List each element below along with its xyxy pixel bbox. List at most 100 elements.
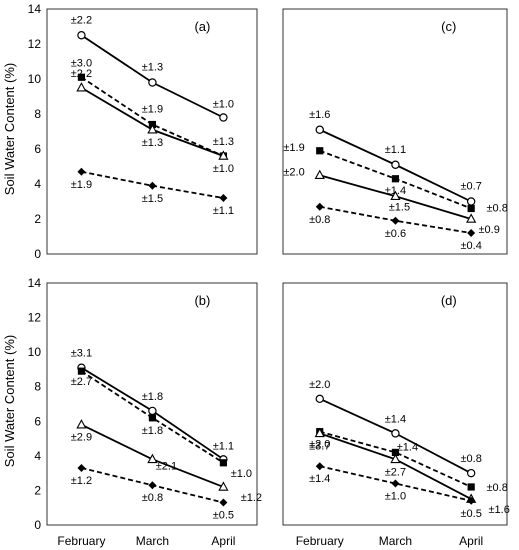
- error-label: ±2.0: [309, 379, 330, 391]
- data-point-triangle: [218, 481, 229, 491]
- panel-a: 0 2 4 6 8 10 12 14 (a) ±2.2 ±1.3 ±1.0 ±3.0 ±1.9 ±1.3 ±2…: [28, 2, 258, 261]
- error-label: ±1.3: [142, 62, 163, 74]
- plot-frame: [282, 8, 508, 255]
- y-tick-label: 0: [34, 518, 41, 532]
- error-label: ±0.5: [460, 508, 481, 520]
- data-point-diamond: [148, 181, 157, 190]
- series-line-square: [319, 430, 472, 488]
- y-tick-label: 8: [34, 107, 41, 121]
- y-tick-label: 2: [34, 212, 41, 226]
- error-label: ±0.8: [486, 482, 507, 494]
- data-point-circle: [219, 113, 228, 122]
- error-label: ±3.7: [309, 440, 330, 452]
- error-label: ±2.0: [283, 166, 304, 178]
- error-label: ±1.1: [385, 144, 406, 156]
- data-point-square: [316, 147, 324, 155]
- error-label: ±0.8: [486, 203, 507, 215]
- data-point-triangle: [466, 213, 477, 223]
- x-tick-label: March: [136, 534, 169, 548]
- error-label: ±0.8: [142, 492, 163, 504]
- error-label: ±2.2: [71, 68, 92, 80]
- data-point-triangle: [147, 453, 158, 464]
- data-point-square: [467, 483, 475, 491]
- error-label: ±1.1: [213, 440, 234, 452]
- error-label: ±1.0: [385, 491, 406, 503]
- error-label: ±1.6: [488, 504, 509, 516]
- x-tick-label: March: [379, 534, 412, 548]
- error-label: ±1.9: [283, 142, 304, 154]
- error-label: ±0.7: [460, 181, 481, 193]
- error-label: ±1.9: [71, 179, 92, 191]
- data-point-circle: [466, 468, 476, 478]
- error-label: ±3.0: [71, 57, 92, 69]
- y-tick-label: 4: [34, 449, 41, 463]
- error-label: ±0.5: [213, 510, 234, 522]
- plot-frame: [46, 8, 258, 255]
- panel-b: 0 2 4 6 8 10 12 14 February March April (b) ±3.1 ±1.8…: [28, 276, 262, 548]
- error-label: ±1.5: [142, 193, 163, 205]
- plot-frame: [282, 282, 508, 526]
- error-label: ±0.8: [309, 214, 330, 226]
- y-axis-label-bottom: Soil Water Content (%): [2, 335, 17, 467]
- error-label: ±0.4: [460, 240, 481, 252]
- data-point-triangle: [314, 169, 325, 179]
- data-point-diamond: [77, 167, 86, 176]
- data-point-triangle: [76, 419, 87, 429]
- error-label: ±0.9: [478, 224, 499, 236]
- data-point-diamond: [391, 479, 400, 488]
- error-label: ±3.1: [71, 348, 92, 360]
- panel-d: February March April (d) ±2.0 ±1.4 ±0.8 ±2.0 ±1.…: [282, 282, 510, 548]
- data-point-diamond: [219, 194, 228, 202]
- y-tick-label: 2: [34, 483, 41, 497]
- data-point-square: [467, 204, 475, 213]
- y-tick-label: 6: [34, 142, 41, 156]
- series-line-square: [80, 76, 224, 157]
- error-label: ±2.2: [71, 14, 92, 26]
- error-label: ±2.0: [309, 439, 330, 451]
- error-label: ±2.7: [385, 466, 406, 478]
- data-point-triangle: [314, 427, 325, 438]
- x-tick-label: April: [459, 534, 483, 548]
- panel-label: (d): [441, 293, 457, 308]
- data-point-triangle: [76, 82, 87, 92]
- data-point-triangle: [390, 453, 401, 464]
- y-tick-label: 12: [28, 311, 42, 325]
- x-tick-label: February: [57, 534, 105, 548]
- y-tick-label: 6: [34, 414, 41, 428]
- data-point-diamond: [391, 216, 400, 225]
- data-point-square: [391, 448, 400, 456]
- data-point-diamond: [77, 463, 86, 472]
- data-point-circle: [315, 125, 324, 134]
- panel-c: (c)±1.6±1.1±0.7±1.9±1.4±0.8±2.0±1.5±0.9±…: [282, 8, 508, 255]
- error-label: ±1.3: [213, 136, 234, 148]
- data-point-circle: [148, 78, 157, 87]
- error-label: ±1.0: [213, 163, 234, 175]
- data-point-diamond: [467, 229, 476, 237]
- data-point-circle: [466, 197, 476, 206]
- data-point-square: [219, 459, 227, 467]
- y-tick-label: 4: [34, 177, 41, 191]
- error-label: ±1.8: [142, 391, 163, 403]
- data-point-diamond: [315, 202, 324, 211]
- error-label: ±1.9: [142, 104, 163, 116]
- error-label: ±2.9: [71, 432, 92, 444]
- data-point-circle: [391, 429, 400, 438]
- data-point-circle: [148, 406, 157, 416]
- y-axis-label-top: Soil Water Content (%): [2, 63, 17, 195]
- error-label: ±1.2: [71, 475, 92, 487]
- panel-label: (b): [194, 293, 210, 308]
- data-point-square: [77, 73, 86, 81]
- data-point-diamond: [148, 481, 157, 490]
- data-point-triangle: [147, 124, 158, 134]
- error-label: ±1.0: [231, 468, 252, 480]
- error-label: ±1.4: [397, 441, 418, 453]
- x-tick-label: February: [296, 534, 344, 548]
- error-label: ±1.2: [241, 492, 262, 504]
- error-label: ±1.8: [142, 425, 163, 437]
- error-label: ±1.6: [309, 109, 330, 121]
- error-label: ±1.0: [213, 99, 234, 111]
- error-label: ±1.1: [213, 205, 234, 217]
- data-point-square: [148, 414, 157, 422]
- y-tick-label: 12: [28, 37, 42, 51]
